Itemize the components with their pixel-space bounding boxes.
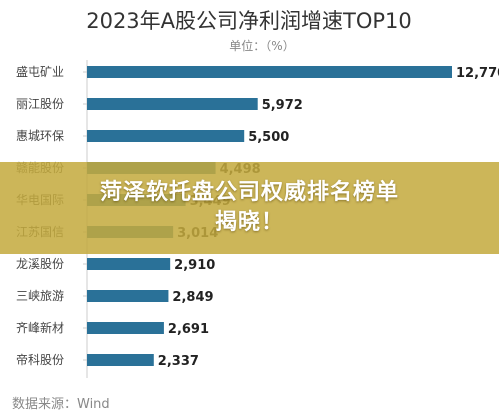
value-label: 2,691 <box>168 322 209 337</box>
category-label: 帝科股份 <box>16 352 64 367</box>
category-label: 齐峰新材 <box>16 320 64 335</box>
bar <box>87 322 164 334</box>
data-source: 数据来源：Wind <box>12 397 110 412</box>
category-label: 惠城环保 <box>16 129 64 143</box>
category-label: 盛屯矿业 <box>16 64 64 79</box>
category-label: 龙溪股份 <box>16 257 64 271</box>
category-label: 丽江股份 <box>16 97 64 111</box>
bar <box>87 98 258 110</box>
value-label: 12,770 <box>456 66 499 81</box>
category-label: 三峡旅游 <box>16 289 64 303</box>
bar <box>87 354 154 366</box>
value-label: 2,910 <box>174 258 215 273</box>
title-banner: 菏泽软托盘公司权威排名榜单 揭晓！ <box>0 162 499 254</box>
value-label: 5,500 <box>248 130 289 145</box>
chart-subtitle: 单位：（%） <box>229 38 294 53</box>
bar <box>87 258 171 270</box>
value-label: 5,972 <box>262 98 303 113</box>
bar <box>87 290 169 302</box>
chart-title: 2023年A股公司净利润增速TOP10 <box>86 9 412 33</box>
value-label: 2,849 <box>172 290 213 305</box>
banner-headline-end: 揭晓！ <box>214 210 284 235</box>
bar <box>87 130 245 142</box>
bar <box>87 66 452 78</box>
value-label: 2,337 <box>158 354 199 369</box>
banner-headline: 菏泽软托盘公司权威排名榜单 <box>99 180 399 205</box>
